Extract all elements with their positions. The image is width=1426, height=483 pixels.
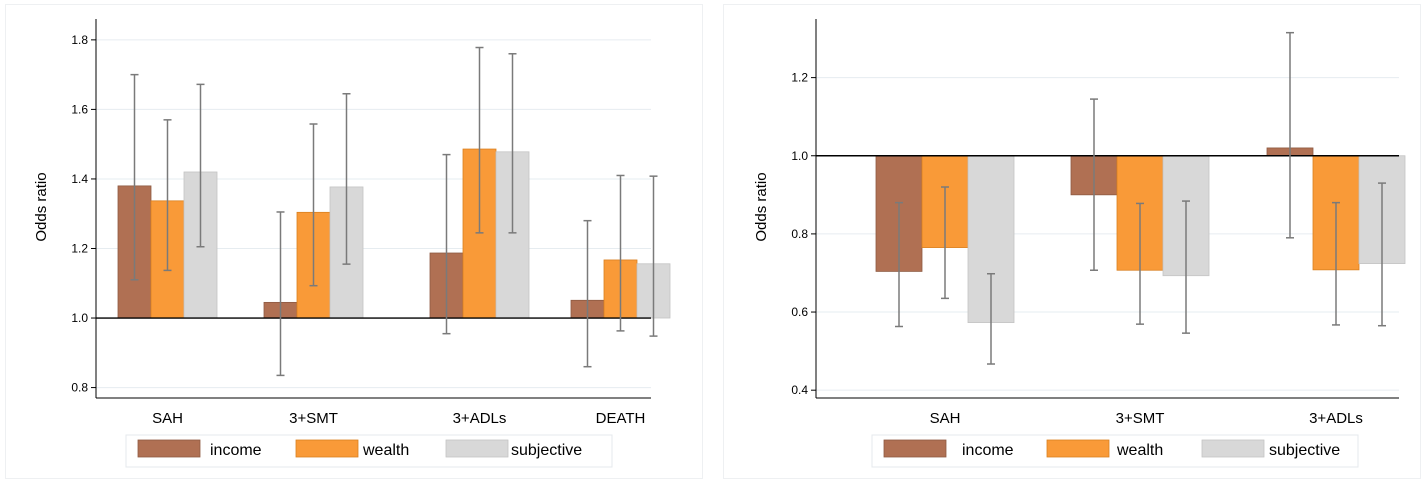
legend-swatch-income bbox=[137, 439, 201, 458]
legend-box bbox=[125, 434, 613, 468]
category-label: 3+ADLs bbox=[453, 410, 507, 427]
chart-right: 0.4 0.6 0.8 1.0 1.2 Odds ratio SAH 3+SMT 3+ADLs i… bbox=[753, 19, 1406, 468]
errorbar-income bbox=[1286, 31, 1294, 239]
errorbar-subjective bbox=[649, 175, 658, 337]
category-label: SAH bbox=[930, 410, 961, 427]
y-tick-label: 1.0 bbox=[71, 311, 88, 325]
legend-label-wealth: wealth bbox=[362, 442, 409, 459]
errorbar-wealth bbox=[941, 186, 949, 300]
legend-box bbox=[871, 434, 1359, 468]
errorbar-wealth bbox=[163, 119, 172, 272]
category-label: 3+SMT bbox=[289, 410, 338, 427]
y-tick-label: 0.6 bbox=[791, 305, 808, 319]
y-tick-label: 0.8 bbox=[791, 227, 808, 241]
category-label: 3+SMT bbox=[1116, 410, 1165, 427]
errorbar-income bbox=[583, 219, 592, 368]
errorbar-wealth bbox=[309, 123, 318, 287]
legend-swatch-subjective bbox=[1201, 439, 1265, 458]
y-tick-label: 1.6 bbox=[71, 102, 88, 116]
legend-label-subjective: subjective bbox=[1269, 442, 1340, 459]
y-tick-label: 1.2 bbox=[71, 241, 88, 255]
errorbar-income bbox=[442, 153, 451, 335]
errorbar-subjective bbox=[987, 273, 995, 365]
y-tick-label: 1.0 bbox=[791, 149, 808, 163]
errorbar-subjective bbox=[1378, 182, 1386, 327]
category-label: 3+ADLs bbox=[1309, 410, 1363, 427]
errorbar-subjective bbox=[1182, 200, 1190, 334]
legend-swatch-subjective bbox=[445, 439, 509, 458]
y-axis-label: Odds ratio bbox=[33, 172, 50, 241]
y-tick-label: 1.8 bbox=[71, 33, 88, 47]
legend-swatch-wealth bbox=[1046, 439, 1110, 458]
errorbar-subjective bbox=[196, 83, 205, 248]
errorbar-wealth bbox=[616, 174, 625, 332]
legend-swatch-wealth bbox=[295, 439, 359, 458]
errorbar-income bbox=[895, 201, 903, 328]
chart-panel-left: 0.8 1.0 1.2 1.4 1.6 1.8 Odds ratio SAH 3+SMT 3+AD… bbox=[5, 4, 703, 479]
y-tick-label: 1.4 bbox=[71, 172, 88, 186]
category-label: DEATH bbox=[596, 410, 646, 427]
errorbar-wealth bbox=[1136, 202, 1144, 325]
errorbar-wealth bbox=[1332, 201, 1340, 326]
legend-label-income: income bbox=[210, 442, 262, 459]
legend-label-subjective: subjective bbox=[511, 442, 582, 459]
errorbar-subjective bbox=[342, 93, 351, 265]
category-label: SAH bbox=[152, 410, 183, 427]
errorbar-income bbox=[1090, 98, 1098, 271]
errorbar-wealth bbox=[475, 46, 484, 234]
legend-swatch-income bbox=[883, 439, 947, 458]
errorbar-income bbox=[276, 211, 285, 377]
y-tick-label: 1.2 bbox=[791, 71, 808, 85]
y-axis-label: Odds ratio bbox=[753, 172, 770, 241]
errorbar-income bbox=[130, 73, 139, 281]
chart-panel-right: 0.4 0.6 0.8 1.0 1.2 Odds ratio SAH 3+SMT 3+ADLs i… bbox=[723, 4, 1421, 479]
legend-label-wealth: wealth bbox=[1116, 442, 1163, 459]
y-tick-label: 0.4 bbox=[791, 383, 808, 397]
legend-label-income: income bbox=[962, 442, 1014, 459]
y-tick-label: 0.8 bbox=[71, 381, 88, 395]
errorbar-subjective bbox=[508, 53, 517, 234]
chart-left: 0.8 1.0 1.2 1.4 1.6 1.8 Odds ratio SAH 3+SMT 3+AD… bbox=[33, 19, 671, 468]
